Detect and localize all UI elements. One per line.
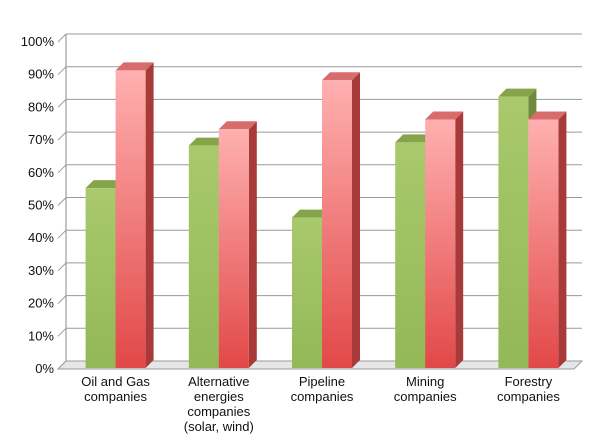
y-tick-label: 20% bbox=[28, 296, 54, 311]
y-tick-label: 100% bbox=[21, 34, 55, 49]
y-tick-label: 50% bbox=[28, 198, 54, 213]
bar-top bbox=[498, 88, 537, 97]
y-tick-label: 80% bbox=[28, 99, 54, 114]
y-tick-label: 30% bbox=[28, 263, 54, 278]
bar-top bbox=[322, 72, 360, 81]
y-tick-label: 70% bbox=[28, 132, 54, 147]
bar-top bbox=[395, 134, 434, 143]
category-label-line: Pipeline bbox=[299, 374, 345, 389]
category-label-0: Oil and Gas companies bbox=[81, 374, 150, 404]
gridline-diagonal bbox=[57, 99, 67, 108]
bar-front bbox=[115, 70, 146, 369]
bar-top bbox=[85, 180, 124, 189]
y-axis-tick-labels: 0% 10% 20% 30% 40% 50% 60% 70% 80% 90% 100% bbox=[21, 34, 55, 376]
gridline-diagonal bbox=[57, 197, 67, 206]
category-label-line: companies bbox=[84, 389, 147, 404]
category-label-2: Pipeline companies bbox=[291, 374, 354, 404]
category-label-line: Mining bbox=[406, 374, 444, 389]
category-label-line: Alternative bbox=[188, 374, 249, 389]
gridline-diagonal bbox=[57, 164, 67, 174]
y-tick-label: 0% bbox=[35, 361, 54, 376]
bar-top bbox=[115, 62, 154, 71]
bar-front bbox=[292, 217, 322, 368]
category-label-line: companies bbox=[497, 389, 560, 404]
bar-front bbox=[188, 145, 219, 368]
bar-2-0 bbox=[292, 209, 330, 368]
category-label-3: Mining companies bbox=[394, 374, 457, 404]
bar-top bbox=[528, 111, 567, 120]
bar-3-1 bbox=[425, 111, 464, 368]
bar-side bbox=[145, 62, 154, 369]
bar-front bbox=[498, 96, 529, 368]
gridline-diagonal bbox=[57, 229, 67, 239]
bar-1-1 bbox=[218, 121, 257, 368]
bar-front bbox=[425, 119, 456, 368]
category-label-line: Oil and Gas bbox=[81, 374, 150, 389]
category-label-line: companies bbox=[291, 389, 354, 404]
bar-side bbox=[558, 111, 567, 368]
category-label-line: companies bbox=[394, 389, 457, 404]
y-tick-label: 40% bbox=[28, 230, 54, 245]
bar-top bbox=[292, 209, 330, 218]
bar-side bbox=[455, 111, 464, 368]
category-label-line: Forestry bbox=[505, 374, 553, 389]
bar-top bbox=[218, 121, 257, 130]
bar-side bbox=[248, 121, 257, 368]
y-tick-label: 60% bbox=[28, 165, 54, 180]
bar-front bbox=[395, 142, 426, 368]
y-tick-label: 10% bbox=[28, 328, 54, 343]
gridline-diagonal bbox=[57, 327, 67, 337]
category-label-1: Alternative energies companies (solar, wind… bbox=[184, 374, 254, 434]
bar-0-1 bbox=[115, 62, 154, 369]
category-label-line: (solar, wind) bbox=[184, 419, 254, 434]
gridline-diagonal bbox=[57, 131, 67, 141]
bar-front bbox=[218, 129, 249, 368]
bar-top bbox=[425, 111, 464, 120]
bar-4-1 bbox=[528, 111, 567, 368]
bar-side bbox=[352, 72, 360, 369]
bar-front bbox=[85, 188, 116, 368]
bar-front bbox=[528, 119, 559, 368]
bars bbox=[85, 62, 567, 369]
bar-top bbox=[188, 137, 227, 146]
bar-2-1 bbox=[322, 72, 360, 369]
category-label-line: companies bbox=[187, 404, 250, 419]
gridline-diagonal bbox=[57, 66, 67, 76]
category-label-4: Forestry companies bbox=[497, 374, 560, 404]
gridline-diagonal bbox=[57, 262, 67, 272]
gridline-diagonal bbox=[57, 295, 67, 304]
bar-front bbox=[322, 80, 352, 369]
y-tick-label: 90% bbox=[28, 67, 54, 82]
category-label-line: energies bbox=[194, 389, 244, 404]
gridline-diagonal bbox=[57, 33, 67, 43]
